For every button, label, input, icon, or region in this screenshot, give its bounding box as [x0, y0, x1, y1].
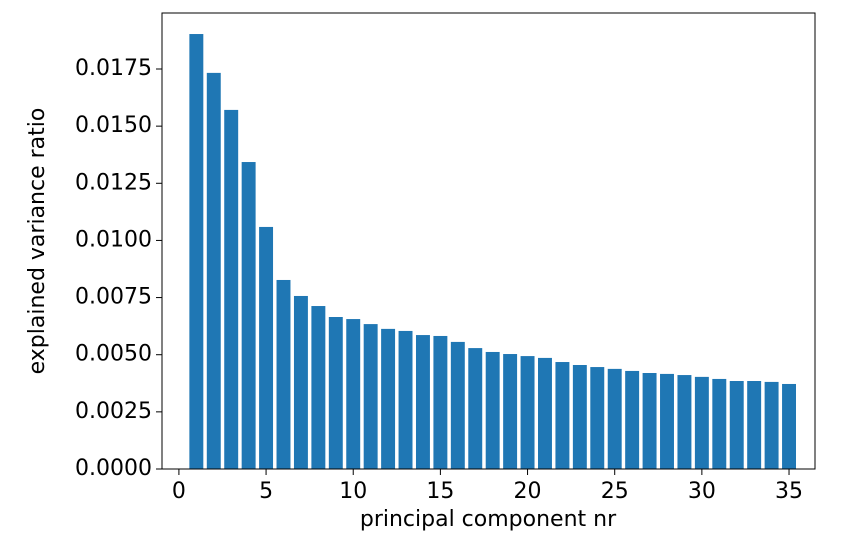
bar: [224, 109, 239, 470]
bar: [415, 335, 430, 469]
y-tick-label: 0.0150: [75, 113, 152, 138]
bar: [206, 72, 221, 469]
x-tick-label: 5: [259, 479, 273, 504]
bar: [677, 375, 692, 469]
bar: [189, 34, 204, 470]
bar: [293, 295, 308, 469]
bar: [276, 279, 291, 469]
bar: [555, 362, 570, 469]
y-tick-label: 0.0025: [75, 399, 152, 424]
x-tick-label: 0: [172, 479, 186, 504]
y-tick-label: 0.0125: [75, 170, 152, 195]
x-tick-label: 30: [688, 479, 716, 504]
bar: [538, 357, 552, 469]
bar: [660, 373, 674, 469]
bar: [694, 376, 709, 469]
bar: [590, 367, 605, 469]
bar: [782, 383, 796, 469]
bar: [712, 378, 727, 469]
y-tick-label: 0.0000: [75, 456, 152, 481]
bar: [747, 381, 762, 469]
bar: [520, 356, 535, 469]
bar: [625, 370, 640, 469]
bar: [328, 317, 343, 469]
x-tick-label: 20: [514, 479, 542, 504]
bar: [259, 226, 274, 469]
bar: [607, 368, 622, 469]
y-tick-label: 0.0075: [75, 285, 152, 310]
bar: [363, 324, 378, 469]
plot-frame: [161, 12, 816, 470]
x-tick-label: 15: [426, 479, 454, 504]
y-tick-label: 0.0100: [75, 227, 152, 252]
bar: [485, 351, 500, 469]
y-axis-label: explained variance ratio: [25, 108, 50, 375]
bar: [764, 381, 779, 469]
bar: [468, 348, 483, 469]
x-tick-label: 25: [601, 479, 629, 504]
bar: [572, 365, 587, 469]
bar: [450, 341, 465, 469]
bar: [346, 319, 361, 469]
x-tick-label: 10: [339, 479, 367, 504]
x-axis-label: principal component nr: [360, 507, 617, 532]
x-tick-label: 35: [775, 479, 803, 504]
bar: [398, 330, 413, 469]
y-tick-label: 0.0175: [75, 56, 152, 81]
bar: [642, 373, 657, 469]
bar: [503, 354, 518, 469]
bar: [729, 381, 744, 469]
bar: [433, 335, 448, 469]
bar: [311, 306, 326, 469]
bar: [381, 328, 396, 469]
y-tick-label: 0.0050: [75, 342, 152, 367]
bar: [241, 162, 256, 469]
